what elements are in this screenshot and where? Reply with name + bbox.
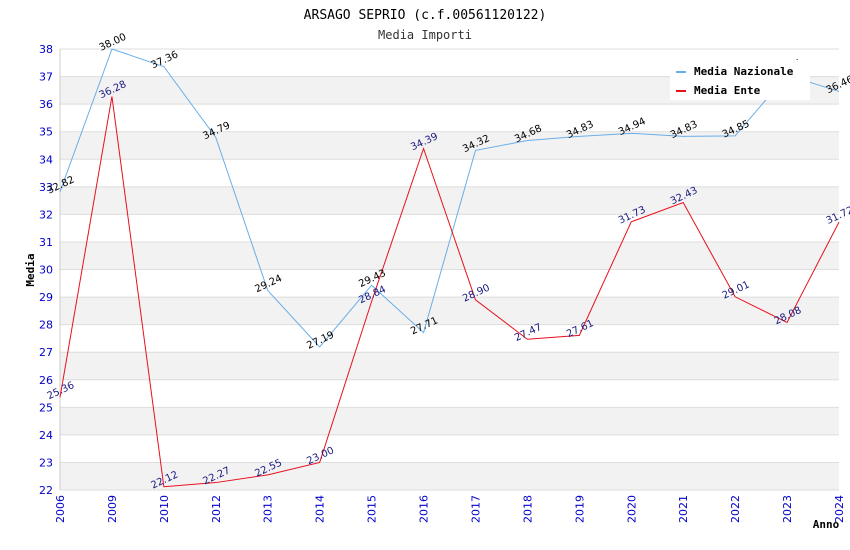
x-tick-label: 2014 [314,495,327,523]
band [60,241,839,270]
x-tick-label: 2022 [729,495,742,523]
legend: Media Nazionale Media Ente [670,60,810,100]
y-tick-label: 31 [39,236,53,249]
y-tick-label: 26 [39,374,53,387]
y-tick-label: 27 [39,346,53,359]
y-tick-label: 22 [39,484,53,497]
band [60,186,839,215]
chart-subtitle: Media Importi [378,28,472,42]
x-tick-label: 2024 [833,495,846,523]
y-tick-label: 32 [39,208,53,221]
gridlines [59,48,839,491]
x-tick-label: 2006 [54,495,67,523]
y-tick-label: 35 [39,126,53,139]
x-tick-label: 2016 [418,495,431,523]
band [60,297,839,325]
data-label-ente: 27.47 [513,322,544,344]
x-tick-label: 2013 [262,495,275,523]
data-label-nazionale: 27.19 [305,330,336,352]
x-tick-label: 2012 [210,495,223,523]
x-tick-label: 2021 [677,495,690,523]
y-axis-ticks: 22 23 24 25 26 27 28 29 30 31 32 33 34 35 36 37 38 [39,43,53,497]
x-tick-label: 2017 [469,495,482,523]
x-tick-label: 2009 [106,495,119,523]
x-tick-label: 2020 [625,495,638,523]
band [60,352,839,380]
y-tick-label: 23 [39,456,53,469]
y-tick-label: 34 [39,153,53,166]
band [60,462,839,490]
legend-label-ente: Media Ente [694,84,761,97]
y-tick-label: 28 [39,319,53,332]
legend-label-nazionale: Media Nazionale [694,65,794,78]
legend-box [670,60,810,100]
y-tick-label: 38 [39,43,53,56]
y-tick-label: 30 [39,264,53,277]
x-tick-label: 2019 [573,495,586,523]
chart-title: ARSAGO SEPRIO (c.f.00561120122) [304,8,547,23]
y-tick-label: 37 [39,71,53,84]
x-tick-label: 2015 [366,495,379,523]
y-tick-label: 24 [39,429,53,442]
x-tick-label: 2023 [781,495,794,523]
x-tick-label: 2018 [521,495,534,523]
y-tick-label: 25 [39,401,53,414]
band [60,407,839,435]
y-axis-label: Media [24,253,37,286]
y-tick-label: 36 [39,98,53,111]
series-line-ente [59,96,840,488]
y-tick-label: 33 [39,181,53,194]
x-axis-ticks: 2006 2009 2010 2012 2013 2014 2015 2016 2017 2018… [54,495,846,523]
x-tick-label: 2010 [158,495,171,523]
data-label-nazionale: 38.00 [98,32,129,54]
y-tick-label: 29 [39,291,53,304]
series-line-nazionale [59,48,840,348]
series-lines [59,48,840,488]
background-bands [60,76,839,490]
x-axis-label: Anno [813,518,840,531]
